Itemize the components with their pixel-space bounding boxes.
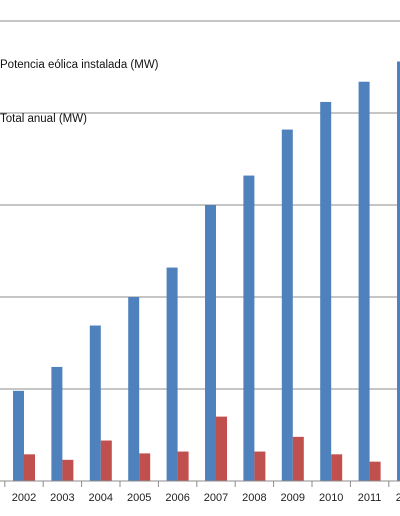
bar-annual-2004 <box>100 440 112 481</box>
x-tick-label-2008: 2008 <box>242 492 266 504</box>
bar-annual-2003 <box>62 459 74 481</box>
bar-annual-2006 <box>177 451 189 481</box>
bar-installed-2006 <box>166 267 178 481</box>
x-tick-label-2006: 2006 <box>165 492 189 504</box>
x-tick-label-2003: 2003 <box>50 492 74 504</box>
x-tick-label-2010: 2010 <box>319 492 343 504</box>
grid-lines <box>0 20 400 390</box>
bar-installed-2010 <box>320 101 332 482</box>
x-tick-label-2011: 2011 <box>358 492 382 504</box>
bar-annual-2008 <box>254 451 266 481</box>
bar-installed-2007 <box>205 205 216 481</box>
legend-label-annual: Total anual (MW) <box>0 113 87 125</box>
x-axis-ticks: 2002 2003 2004 2005 2006 2007 2008 2009 2010 2011… <box>4 481 400 504</box>
bar-annual-2005 <box>139 453 151 481</box>
bar-installed-2011 <box>358 81 370 481</box>
x-tick-label-2009: 2009 <box>281 492 305 504</box>
x-tick-label-2007: 2007 <box>204 492 228 504</box>
x-tick-label-2005: 2005 <box>127 492 151 504</box>
x-tick-label-2012: 2012 <box>396 492 400 504</box>
bar-installed-2003 <box>51 366 63 481</box>
bar-installed-2005 <box>128 297 140 481</box>
bars <box>13 61 400 482</box>
legend: Potencia eólica instalada (MW) Total anu… <box>0 59 159 125</box>
bar-installed-2009 <box>281 129 293 481</box>
bar-installed-2008 <box>243 175 255 481</box>
bar-installed-2012 <box>397 61 400 481</box>
bar-annual-2002 <box>24 454 35 481</box>
bar-installed-2002 <box>13 390 24 481</box>
x-tick-label-2002: 2002 <box>12 492 36 504</box>
bar-installed-2004 <box>89 325 101 481</box>
bar-annual-2011 <box>369 461 381 481</box>
bar-annual-2009 <box>292 436 304 481</box>
bar-annual-2010 <box>331 454 343 481</box>
bar-annual-2007 <box>216 416 227 481</box>
x-tick-label-2004: 2004 <box>89 492 113 504</box>
legend-label-installed: Potencia eólica instalada (MW) <box>0 59 159 71</box>
